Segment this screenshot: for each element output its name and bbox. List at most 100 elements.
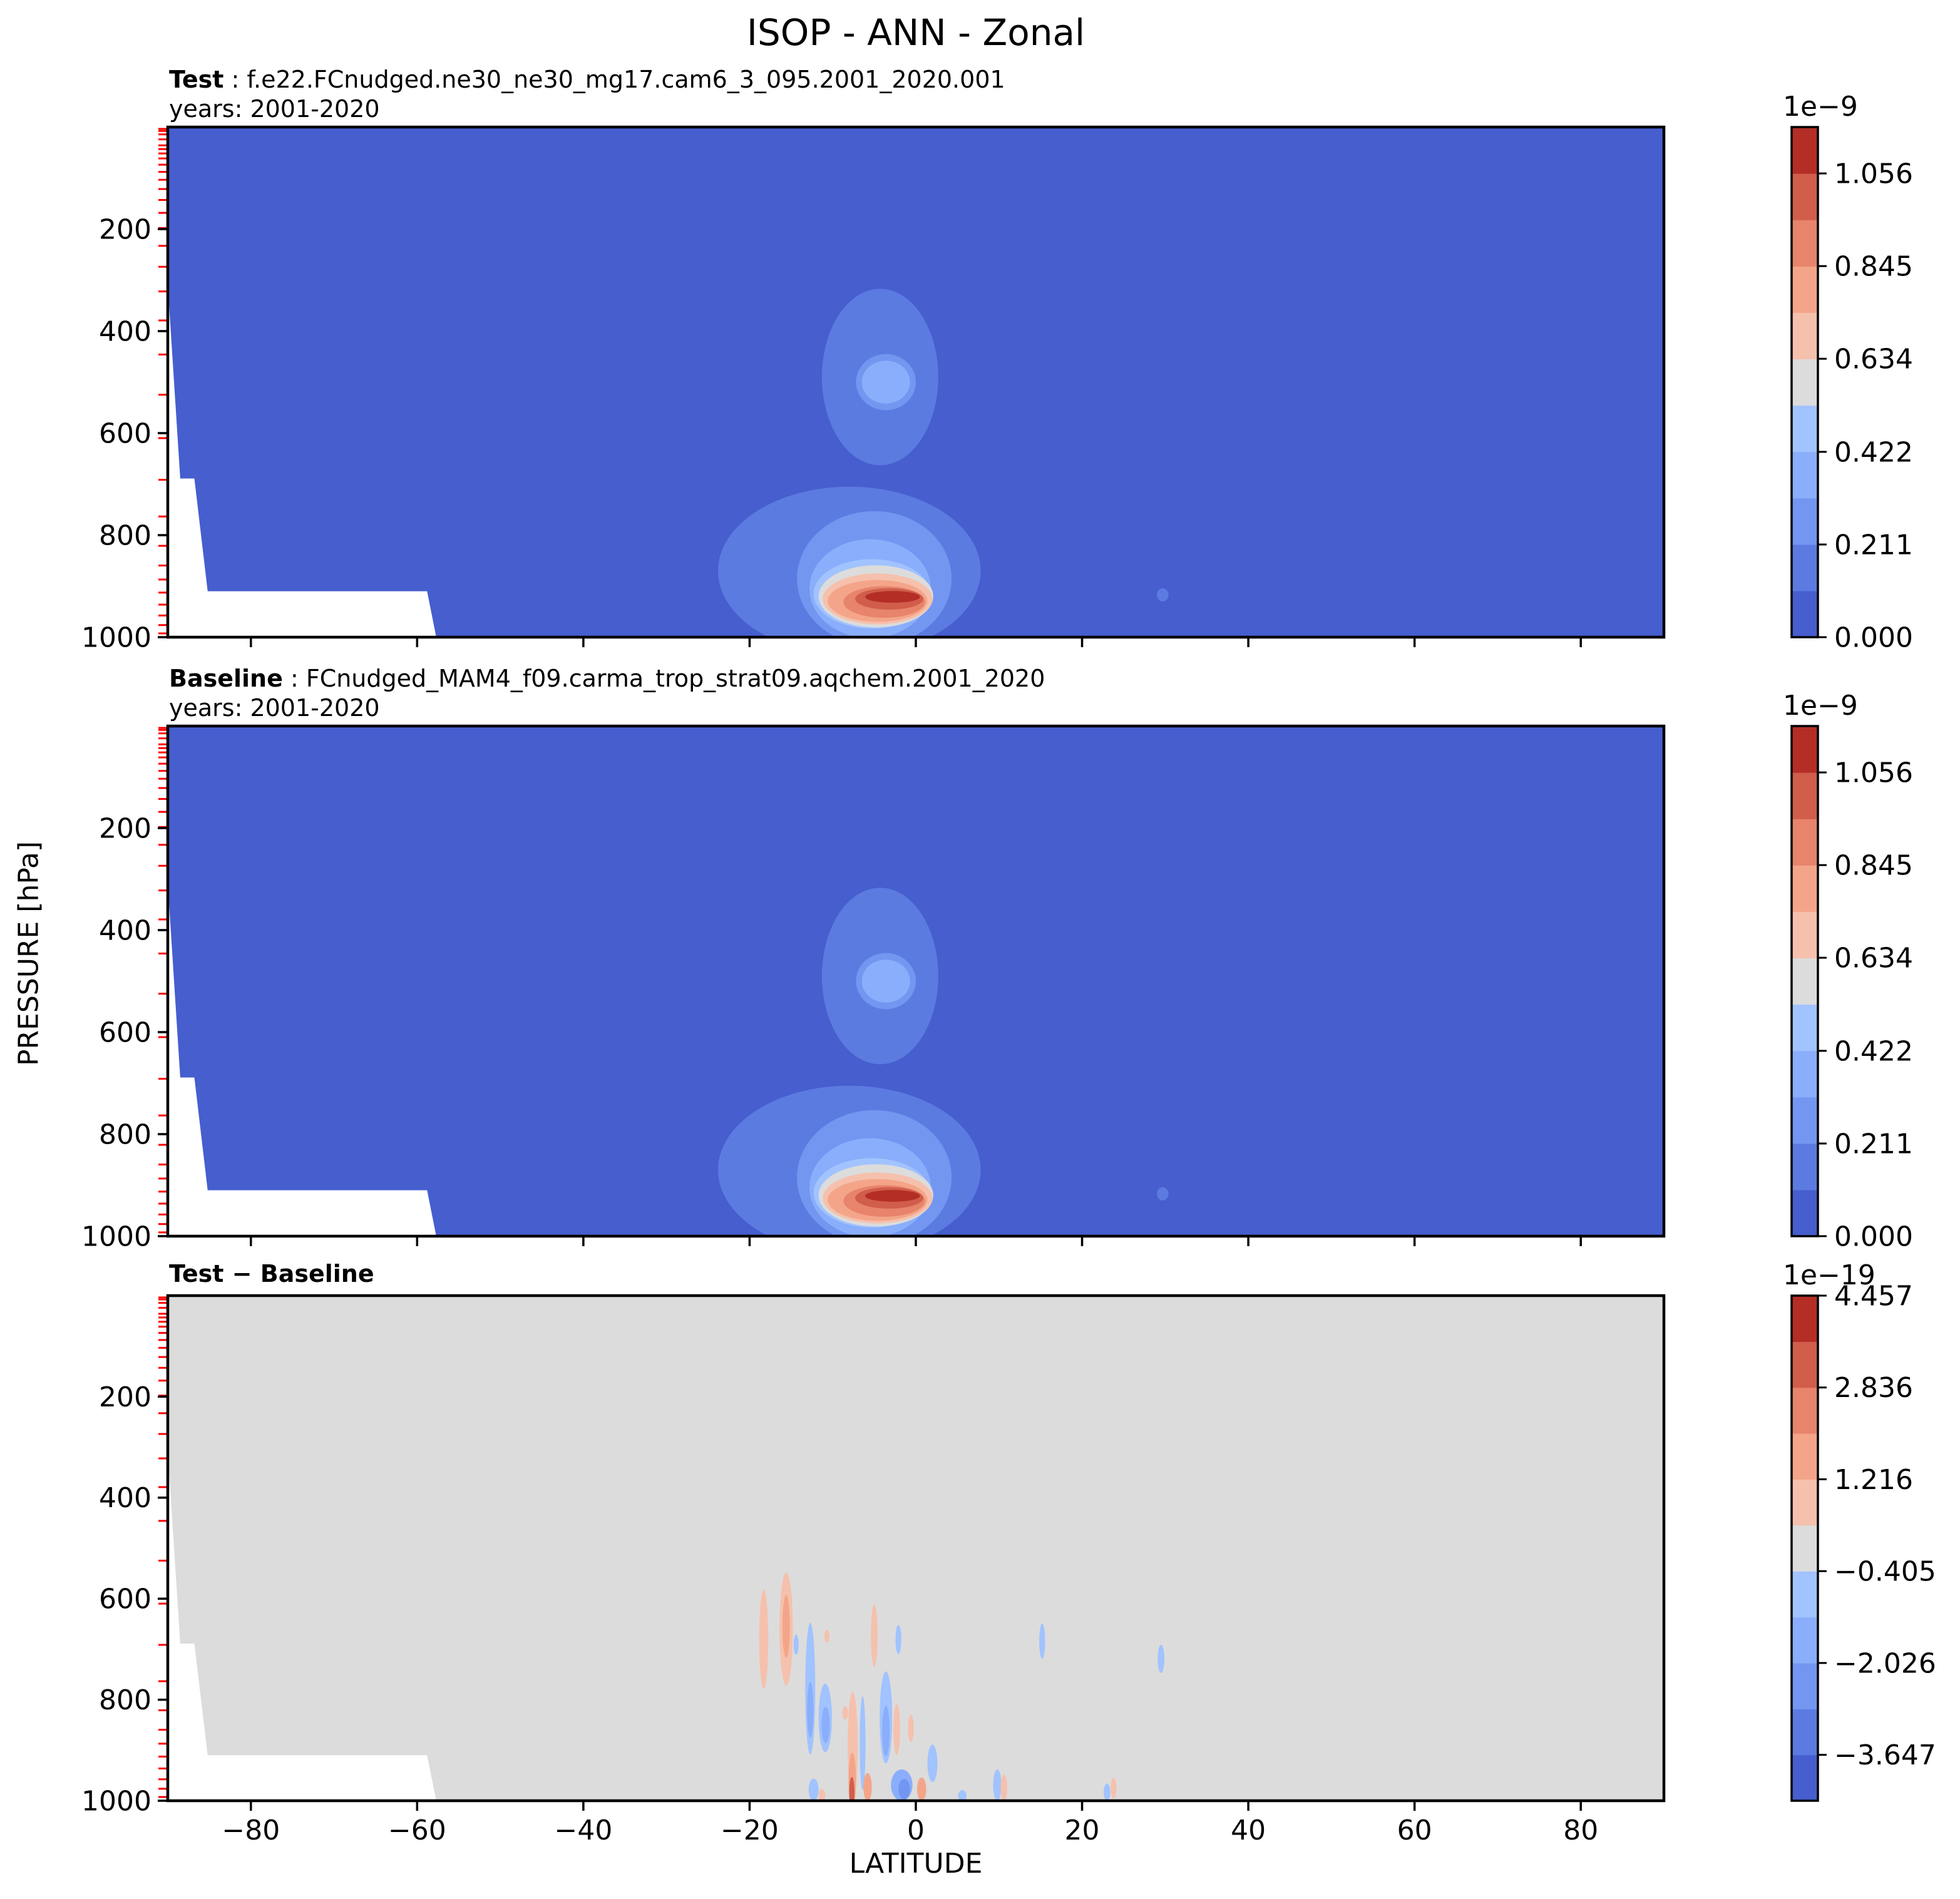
contour-blob [1039,1623,1045,1659]
y-ticks: 200 400 600 800 1000 [81,213,168,653]
y-tick-label: 1000 [81,1785,151,1817]
y-tick-label: 400 [99,1482,151,1514]
colorbar-tick-label: −2.026 [1834,1647,1936,1679]
contour-blob [1157,1187,1169,1200]
figure-title: ISOP - ANN - Zonal [746,11,1085,54]
colorbar-segment [1792,590,1818,638]
y-ticks: 200 400 600 800 1000 [81,812,168,1252]
colorbar: 4.457 2.836 1.216 −0.405 −2.026 −3.647 1e−19 [1783,1259,1936,1802]
y-tick-label: 1000 [81,1221,151,1252]
colorbar-segment [1792,1097,1818,1144]
baseline-case-line: Baseline : FCnudged_MAM4_f09.carma_trop_… [169,664,1045,694]
colorbar-segment [1792,312,1818,360]
colorbar-segment [1792,819,1818,866]
baseline-panel-annotation: Baseline : FCnudged_MAM4_f09.carma_trop_… [169,664,1045,723]
contour-blob [1111,1777,1117,1799]
contour-blob [863,1773,872,1801]
colorbar-tick-label: 0.845 [1834,251,1913,283]
colorbar-tick-label: 1.056 [1834,757,1913,789]
contour-blob [882,1706,890,1756]
colorbar-segment [1792,911,1818,959]
y-tick-label: 600 [99,1016,151,1048]
panel-diff: 200 400 600 800 1000 −80 −60 −40 −20 0 20 40 60 80 4.4… [81,1259,1936,1846]
panel-spine [166,125,1666,639]
colorbar-segment [1792,544,1818,591]
colorbar-tick-label: 0.634 [1834,344,1913,376]
colorbar-segment [1792,1662,1818,1709]
contour-blob [865,1190,920,1202]
contour-blob [759,1589,769,1689]
test-panel-annotation: Test : f.e22.FCnudged.ne30_ne30_mg17.cam… [169,65,1005,124]
contour-blob [824,1629,829,1643]
panel-test: 200 400 600 800 1000 1.056 0.845 0.634 0.422 0.21… [81,91,1913,653]
colorbar-segment [1792,958,1818,1005]
colorbar-segment [1792,1617,1818,1664]
x-axis-label: LATITUDE [849,1848,983,1880]
y-axis-label: PRESSURE [hPa] [13,841,45,1067]
colorbar-tick-label: −3.647 [1834,1739,1936,1771]
colorbar-segment [1792,1189,1818,1237]
x-tick-label: 80 [1563,1815,1598,1846]
colorbar-segment [1792,772,1818,819]
terrain-mask [168,883,436,1236]
contour-blob [1000,1774,1008,1801]
colorbar-segment [1792,1296,1818,1342]
contour-blob [793,1634,799,1655]
contour-blob [808,1778,819,1801]
contour-blob [916,1777,926,1801]
colorbar-tick-label: 0.000 [1834,1221,1913,1252]
colorbar-border [1790,725,1819,1237]
colorbar-segment [1792,1754,1818,1801]
colorbar-tick-label: 0.000 [1834,622,1913,653]
contour-blob [893,1704,900,1755]
x-tick-label: −20 [721,1815,779,1846]
contour-blob [1157,588,1169,601]
baseline-years: years: 2001-2020 [169,694,380,722]
baseline-label: Baseline [169,665,283,692]
contour-blob [1104,1783,1111,1801]
colorbar-segment [1792,173,1818,220]
panel-baseline: 200 400 600 800 1000 1.056 0.845 0.634 0.422 0.21… [81,690,1913,1252]
contour-blob [849,1777,855,1801]
x-tick-label: −40 [554,1815,612,1846]
colorbar-segment [1792,1341,1818,1388]
y-tick-label: 200 [99,1381,151,1413]
colorbar: 1.056 0.845 0.634 0.422 0.211 0.000 1e−9 [1783,690,1913,1252]
y-tick-label: 800 [99,520,151,551]
contour-blob [859,1696,866,1791]
diff-label: Test − Baseline [169,1260,374,1287]
baseline-case-name: : FCnudged_MAM4_f09.carma_trop_strat09.a… [282,665,1045,692]
contour-features [759,1572,1165,1801]
x-ticks [250,637,1582,647]
colorbar-tick-label: −0.405 [1834,1556,1936,1588]
colorbar-segment [1792,1709,1818,1756]
colorbar-tick-label: 2.836 [1834,1372,1913,1404]
diff-case-line: Test − Baseline [169,1259,374,1289]
x-ticks [250,1236,1582,1246]
colorbar-segment [1792,1571,1818,1618]
y-tick-label: 800 [99,1684,151,1716]
contour-blob [807,1682,814,1738]
contour-blob [865,591,920,603]
colorbar-border [1790,126,1819,638]
colorbar-segment [1792,405,1818,453]
y-tick-label: 1000 [81,622,151,653]
contour-background [168,1296,1664,1801]
contour-features [718,289,1169,637]
colorbar-segment [1792,498,1818,545]
y-tick-label: 400 [99,914,151,946]
terrain-mask [168,284,436,637]
colorbar-exponent-label: 1e−9 [1783,690,1858,722]
x-tick-label: 40 [1231,1815,1266,1846]
colorbar-segment [1792,1050,1818,1098]
contour-blob [958,1790,967,1801]
y-tick-label: 600 [99,1584,151,1615]
test-case-line: Test : f.e22.FCnudged.ne30_ne30_mg17.cam… [169,65,1005,95]
colorbar-tick-label: 1.056 [1834,158,1913,190]
contour-blob [927,1744,938,1783]
x-tick-label: 0 [907,1815,925,1846]
diff-panel-annotation: Test − Baseline [169,1259,374,1289]
model-level-ticks [158,1296,168,1798]
